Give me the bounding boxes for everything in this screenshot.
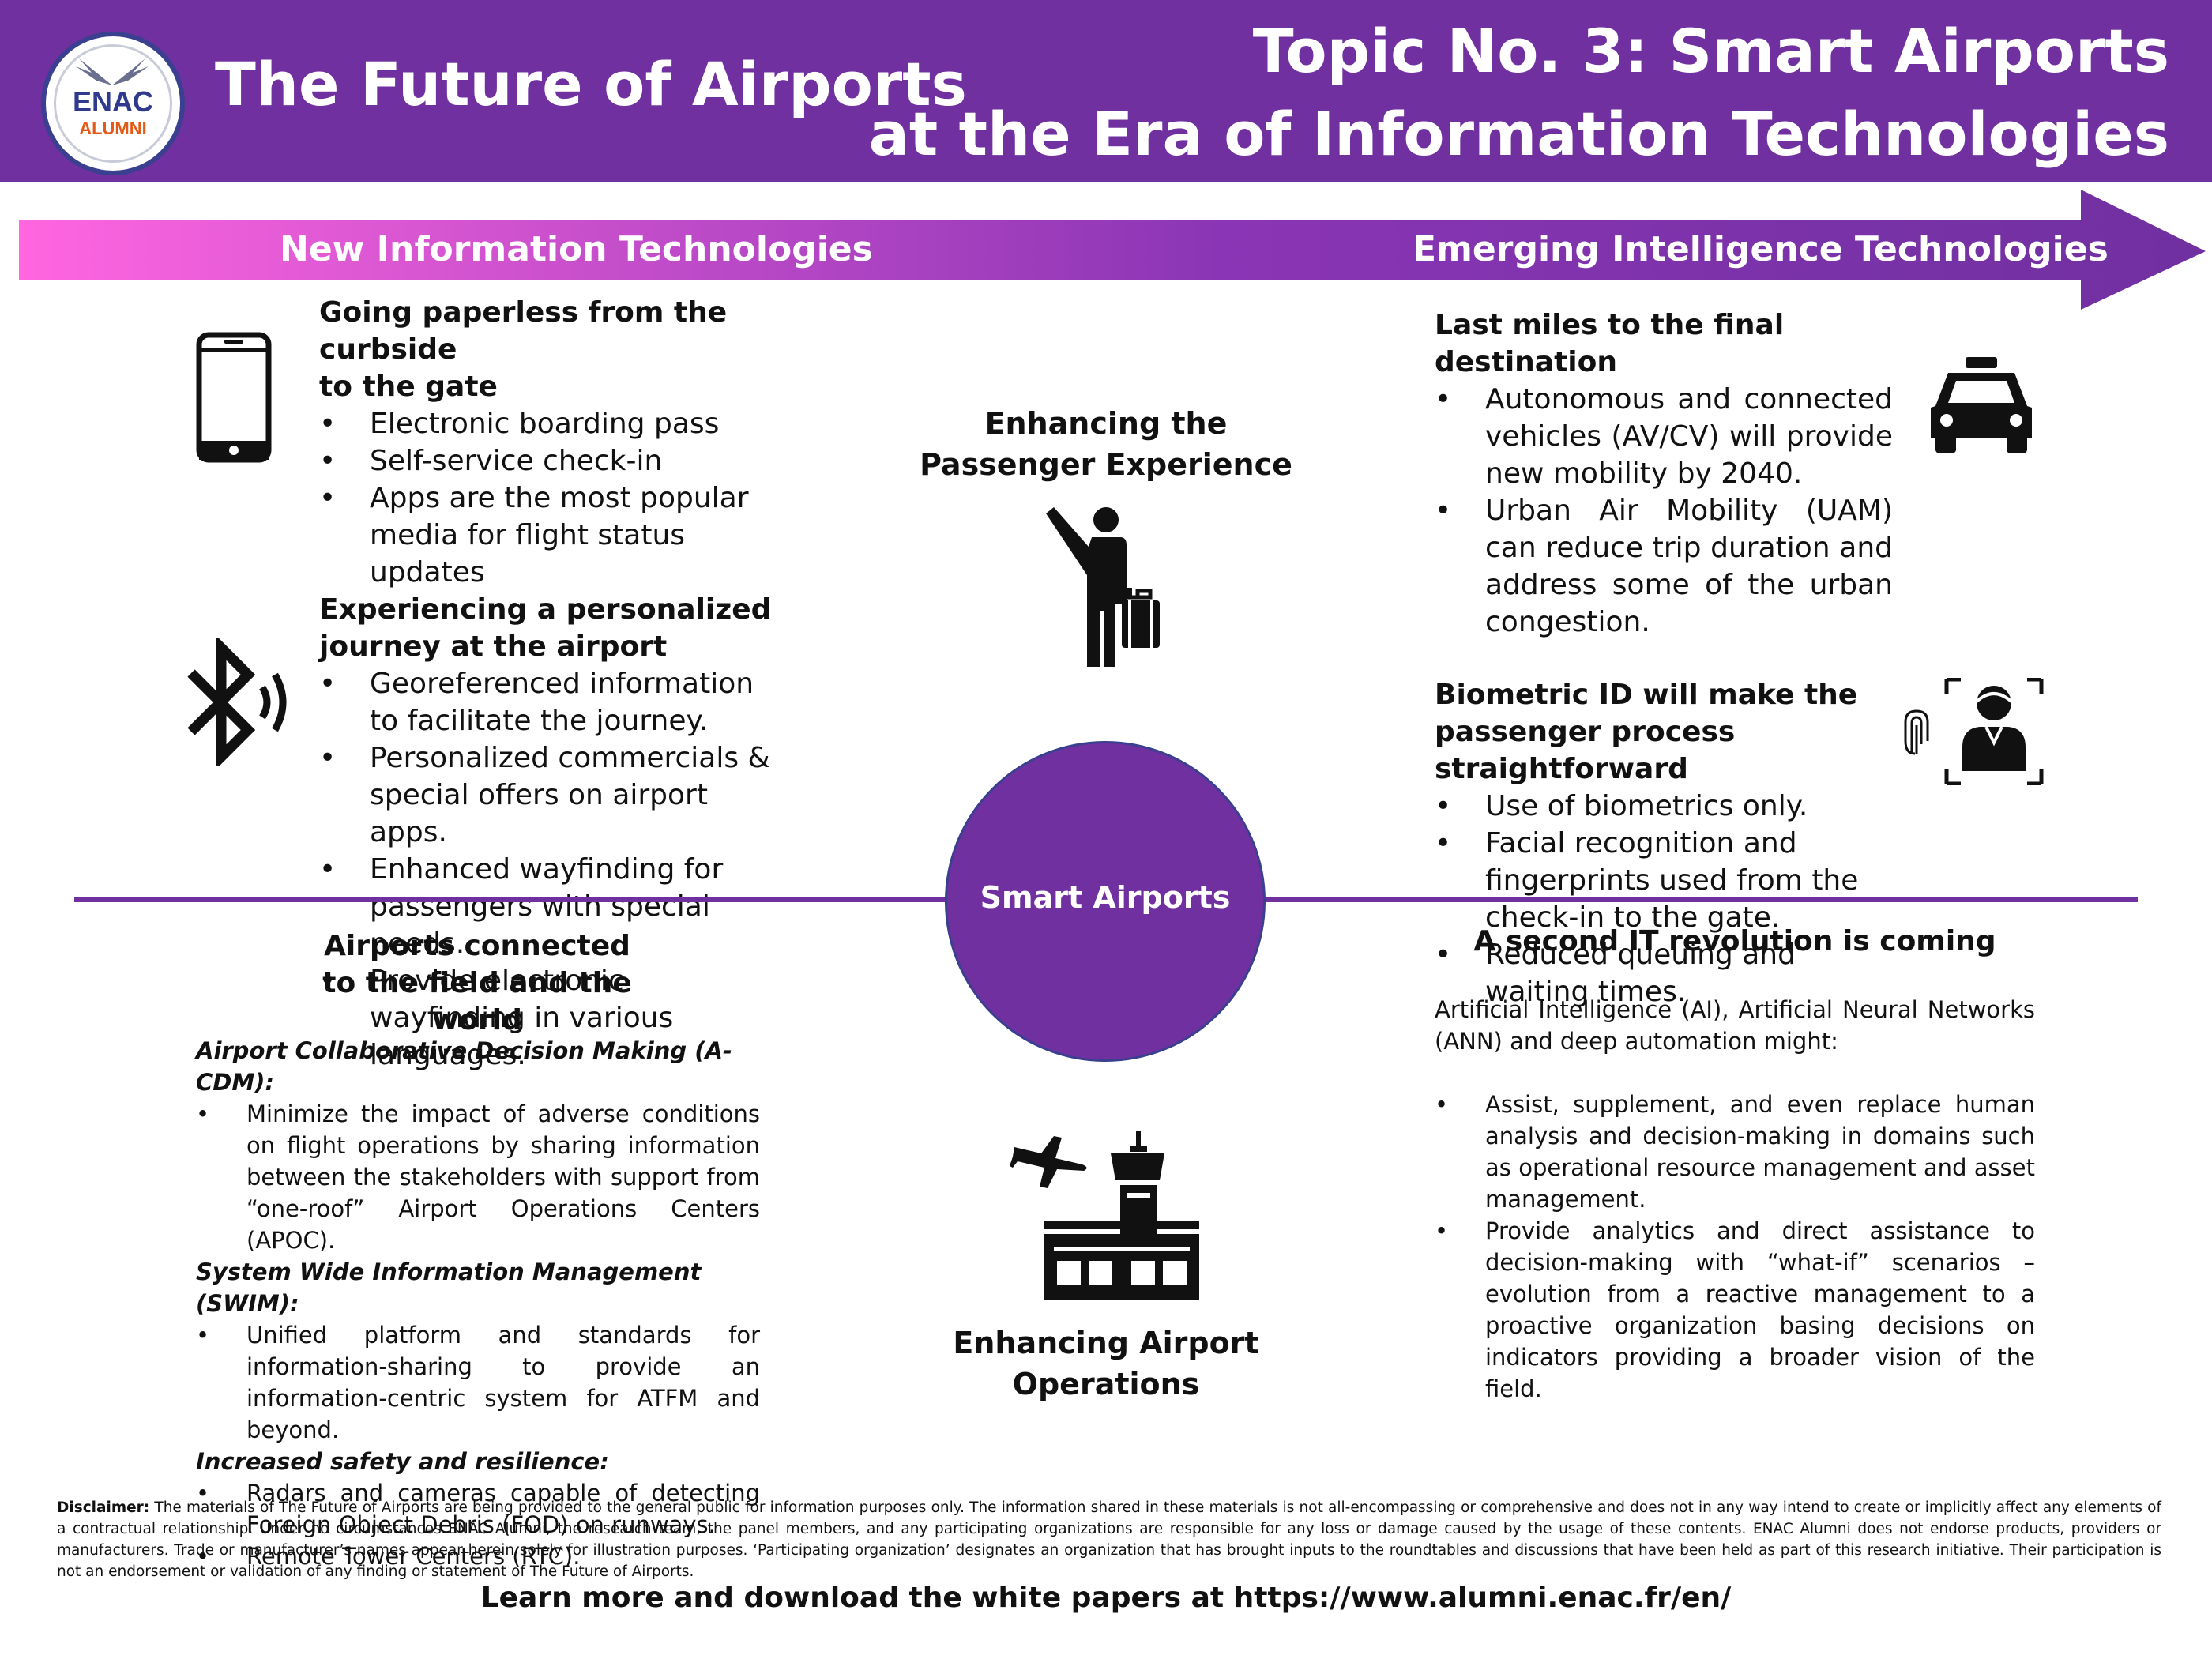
disclaimer-label: Disclaimer:: [57, 1499, 150, 1516]
list-item: Self-service check-in: [319, 442, 777, 480]
list-item: Urban Air Mobility (UAM) can reduce trip…: [1435, 492, 1893, 641]
enac-alumni-logo[interactable]: ENAC ALUMNI: [41, 32, 185, 175]
list-item: Georeferenced information to facilitate …: [319, 665, 777, 739]
smart-airports-label: Smart Airports: [980, 880, 1231, 915]
acdm-title: Airport Collaborative Decision Making (A…: [196, 1037, 732, 1096]
page-title: The Future of Airports: [215, 49, 967, 119]
airports-connected-line-2: to the field and the world: [322, 967, 632, 1036]
bluetooth-icon: [187, 638, 287, 766]
list-item: Radars and cameras capable of detecting …: [196, 1477, 760, 1540]
topic-title-line-1: Topic No. 3: Smart Airports: [1252, 16, 2169, 86]
airports-connected-section: Airport Collaborative Decision Making (A…: [196, 1035, 760, 1572]
safety-title: Increased safety and resilience:: [196, 1448, 609, 1475]
airport-operations-line-1: Enhancing Airport: [953, 1326, 1259, 1360]
list-item: Enhanced wayfinding for passengers with …: [319, 851, 777, 962]
personalized-journey-heading: Experiencing a personalized journey at t…: [319, 591, 777, 665]
list-item: Minimize the impact of adverse condition…: [196, 1098, 760, 1256]
personalized-journey-list: Georeferenced information to facilitate …: [319, 665, 777, 1074]
airport-tower-icon: [1010, 1131, 1199, 1300]
disclaimer-body: The materials of The Future of Airports …: [57, 1499, 2161, 1580]
acdm-list: Minimize the impact of adverse condition…: [196, 1098, 760, 1256]
list-item: Use of biometrics only.: [1435, 788, 1893, 825]
header-banner: [0, 0, 2212, 182]
disclaimer-text: Disclaimer: The materials of The Future …: [57, 1497, 2161, 1582]
airport-operations-title: Enhancing Airport Operations: [908, 1322, 1304, 1405]
footer-link-text[interactable]: Learn more and download the white papers…: [480, 1582, 1732, 1614]
personalized-heading-line-1: Experiencing a personalized: [319, 593, 772, 626]
list-item: Assist, supplement, and even replace hum…: [1435, 1089, 2035, 1215]
swim-list: Unified platform and standards for infor…: [196, 1319, 760, 1446]
smart-airports-circle: [945, 741, 1266, 1062]
passenger-with-luggage-icon: [1046, 507, 1160, 667]
paperless-list: Electronic boarding pass Self-service ch…: [319, 405, 777, 591]
last-miles-heading: Last miles to the final destination: [1435, 309, 1785, 378]
biometric-heading-line-1: Biometric ID will make the: [1435, 679, 1858, 711]
passenger-experience-title: Enhancing the Passenger Experience: [908, 403, 1304, 485]
swim-title: System Wide Information Management (SWIM…: [196, 1258, 702, 1317]
wings-icon: [76, 58, 149, 85]
list-item: Autonomous and connected vehicles (AV/CV…: [1435, 381, 1893, 492]
band-label-new-it: New Information Technologies: [280, 229, 873, 269]
list-item: Unified platform and standards for infor…: [196, 1319, 760, 1446]
left-top-section: Going paperless from the curbside to the…: [319, 294, 777, 1074]
logo-text-alumni: ALUMNI: [79, 118, 147, 138]
list-item: Remote Tower Centers (RTC).: [196, 1540, 760, 1572]
it-revolution-heading: A second IT revolution is coming: [1473, 925, 1996, 957]
paperless-heading-line-1: Going paperless from the curbside: [319, 296, 728, 366]
airport-operations-line-2: Operations: [1012, 1367, 1200, 1401]
it-revolution-list: Assist, supplement, and even replace hum…: [1435, 1089, 2035, 1405]
logo-text-enac: ENAC: [72, 85, 153, 118]
right-top-section: Last miles to the final destination Auto…: [1435, 307, 1893, 1010]
list-item: Electronic boarding pass: [319, 405, 777, 442]
paperless-heading: Going paperless from the curbside to the…: [319, 294, 777, 405]
list-item: Facial recognition and fingerprints used…: [1435, 825, 1893, 936]
last-miles-list: Autonomous and connected vehicles (AV/CV…: [1435, 381, 1893, 641]
list-item: Apps are the most popular media for flig…: [319, 480, 777, 591]
airports-connected-line-1: Airports connected: [324, 930, 630, 962]
biometric-list: Use of biometrics only. Facial recogniti…: [1435, 788, 1893, 1010]
biometric-id-icon: [1904, 678, 2044, 785]
taxi-icon: [1931, 357, 2032, 453]
airports-connected-heading: Airports connected to the field and the …: [280, 927, 675, 1039]
biometric-heading: Biometric ID will make the passenger pro…: [1435, 676, 1893, 788]
topic-title: Topic No. 3: Smart Airports at the Era o…: [869, 9, 2169, 175]
safety-list: Radars and cameras capable of detecting …: [196, 1477, 760, 1572]
smartphone-icon: [196, 332, 272, 463]
list-item: Personalized commercials & special offer…: [319, 739, 777, 851]
technology-arrow: [19, 190, 2206, 310]
list-item: Reduced queuing and waiting times.: [1435, 936, 1893, 1010]
passenger-experience-line-2: Passenger Experience: [920, 447, 1292, 482]
biometric-heading-line-2: passenger process straightforward: [1435, 716, 1736, 785]
it-revolution-section: Artificial Intelligence (AI), Artificial…: [1435, 994, 2035, 1405]
band-label-emerging-it: Emerging Intelligence Technologies: [1413, 229, 2109, 269]
passenger-experience-line-1: Enhancing the: [984, 406, 1228, 441]
list-item: Provide analytics and direct assistance …: [1435, 1215, 2035, 1405]
topic-title-line-2: at the Era of Information Technologies: [868, 99, 2169, 169]
personalized-heading-line-2: journey at the airport: [319, 630, 668, 663]
list-item: Provide electronic wayfinding in various…: [319, 962, 777, 1074]
paperless-heading-line-2: to the gate: [319, 371, 498, 403]
it-revolution-intro: Artificial Intelligence (AI), Artificial…: [1435, 996, 2035, 1055]
